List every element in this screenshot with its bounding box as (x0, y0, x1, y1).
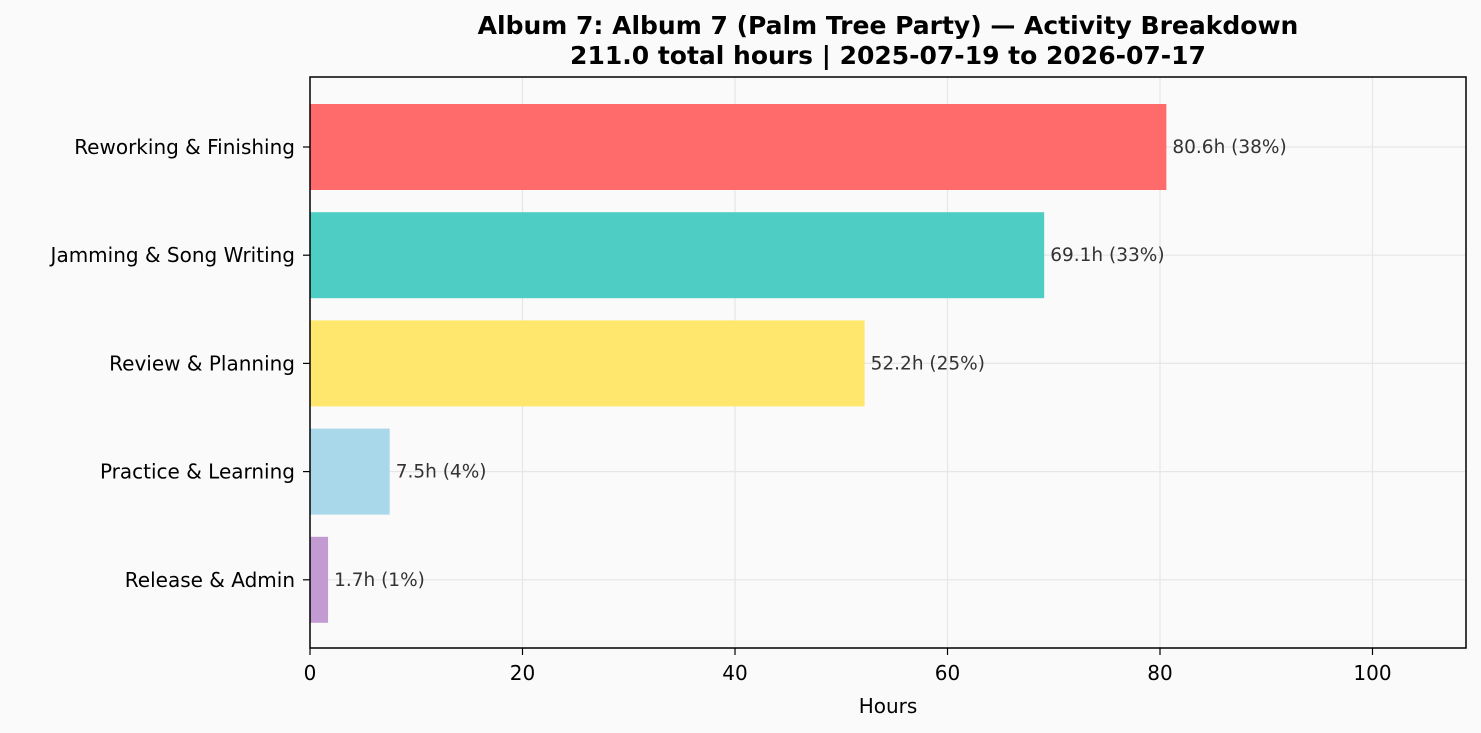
plot-frame (309, 76, 1467, 649)
y-axis-ticks: Reworking & Finishing Jamming & Song Writ… (49, 135, 310, 592)
bar (310, 104, 1167, 190)
bar (310, 428, 390, 515)
x-tick-label: 80 (1147, 661, 1172, 685)
y-tick-label: Release & Admin (125, 568, 295, 592)
x-tick-label: 0 (304, 661, 317, 685)
bar-value-label: 69.1h (33%) (1050, 245, 1164, 266)
x-tick-label: 60 (935, 661, 960, 685)
x-tick-label: 20 (510, 661, 535, 685)
y-tick-label: Review & Planning (109, 351, 295, 375)
x-tick-label: 40 (722, 661, 747, 685)
value-labels: 80.6h (38%) 69.1h (33%) 52.2h (25%) 7.5h (4… (334, 137, 1287, 591)
chart-subtitle: 211.0 total hours | 2025-07-19 to 2026-0… (570, 41, 1206, 70)
y-tick-label: Practice & Learning (100, 460, 295, 484)
bar-value-label: 52.2h (25%) (871, 353, 985, 374)
bar-value-label: 1.7h (1%) (334, 570, 425, 591)
bar (310, 212, 1045, 299)
y-tick-label: Reworking & Finishing (74, 135, 295, 159)
y-tick-label: Jamming & Song Writing (49, 243, 295, 267)
chart-title: Album 7: Album 7 (Palm Tree Party) — Act… (478, 11, 1299, 40)
bar-value-label: 7.5h (4%) (396, 462, 487, 483)
x-axis-label: Hours (859, 694, 918, 718)
bars (310, 104, 1167, 623)
x-axis-ticks: 0 20 40 60 80 100 (304, 648, 1392, 685)
bar (310, 320, 865, 407)
bar (310, 536, 329, 623)
x-tick-label: 100 (1353, 661, 1391, 685)
bar-value-label: 80.6h (38%) (1172, 137, 1286, 158)
